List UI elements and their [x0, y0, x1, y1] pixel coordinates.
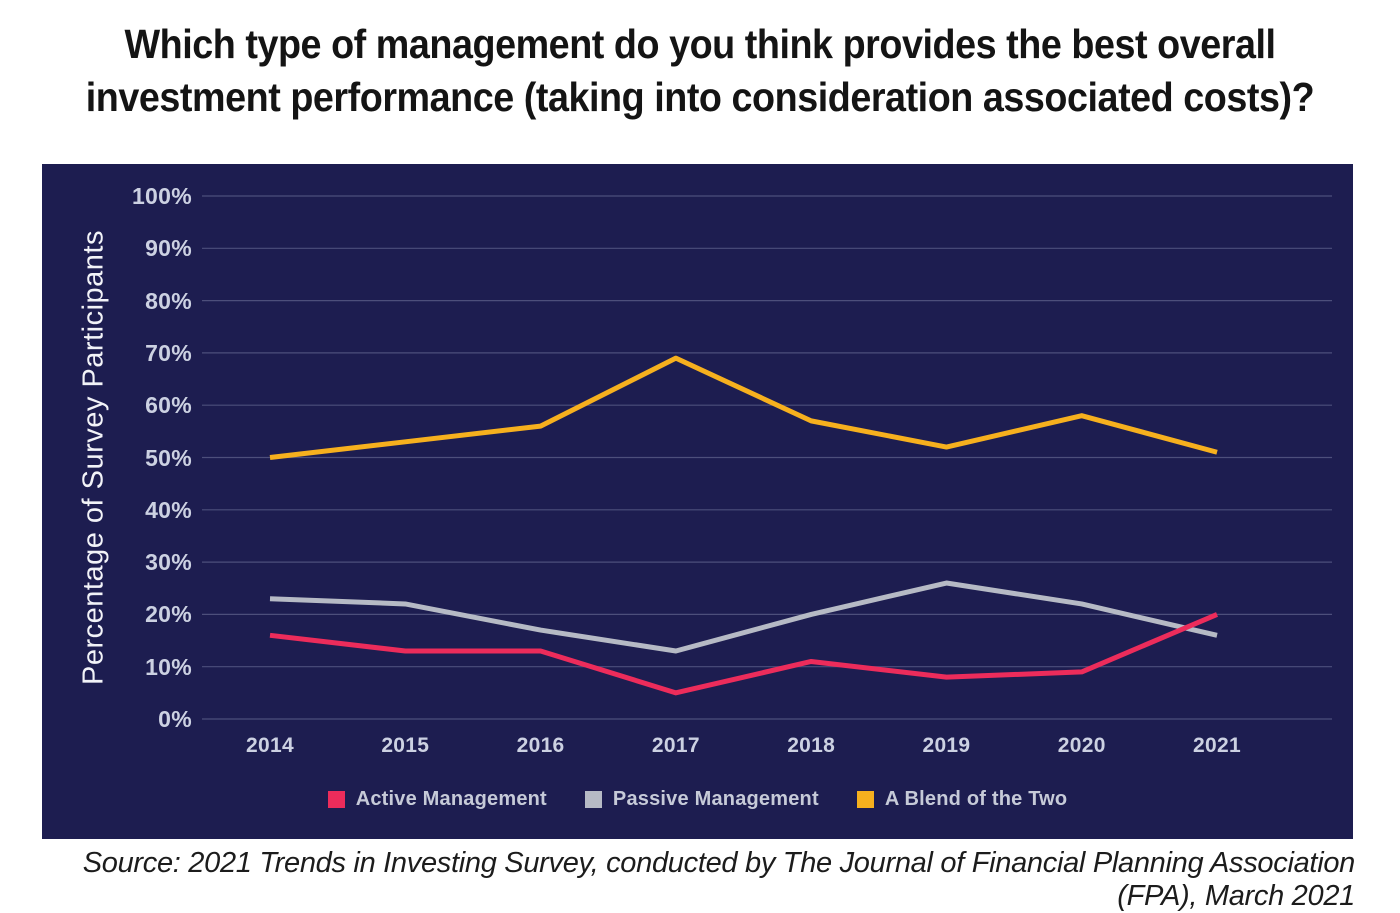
- legend-item-a-blend-of-the-two: A Blend of the Two: [856, 788, 1068, 811]
- series-line-a-blend-of-the-two: [269, 355, 1218, 460]
- legend-label: Passive Management: [612, 788, 819, 810]
- chart-svg: [202, 195, 1332, 720]
- series-line-passive-management: [269, 580, 1218, 654]
- series-line-active-management: [269, 612, 1219, 696]
- legend-swatch-icon: [327, 791, 345, 808]
- chart-legend: Active Management Passive Management A Ble…: [42, 788, 1353, 811]
- y-tick-label: 30%: [145, 549, 192, 576]
- y-tick-label: 0%: [158, 706, 192, 732]
- x-tick-label: 2019: [922, 734, 971, 757]
- y-tick-label: 10%: [145, 653, 192, 680]
- y-tick-label: 40%: [145, 496, 192, 523]
- chart-panel: Percentage of Survey Participants 0% 10% 2…: [42, 164, 1353, 839]
- y-tick-label: 50%: [145, 444, 192, 471]
- y-tick-label: 70%: [145, 339, 192, 366]
- chart-title: Which type of management do you think pr…: [0, 18, 1400, 124]
- x-tick-label: 2017: [651, 734, 700, 757]
- x-tick-label: 2020: [1057, 734, 1106, 757]
- legend-label: A Blend of the Two: [884, 788, 1068, 810]
- legend-item-active-management: Active Management: [327, 788, 547, 811]
- y-tick-label: 80%: [145, 287, 192, 314]
- y-tick-label: 20%: [145, 601, 192, 628]
- x-tick-label: 2018: [787, 734, 836, 757]
- y-tick-label: 100%: [131, 183, 192, 209]
- x-tick-label: 2021: [1193, 734, 1241, 757]
- legend-swatch-icon: [856, 791, 874, 808]
- y-tick-label: 90%: [145, 235, 192, 262]
- chart-title-line-2: investment performance (taking into cons…: [85, 74, 1315, 120]
- legend-item-passive-management: Passive Management: [584, 788, 819, 811]
- y-tick-label: 60%: [145, 392, 192, 419]
- source-note: Source: 2021 Trends in Investing Survey,…: [82, 847, 1356, 912]
- chart-title-line-1: Which type of management do you think pr…: [124, 21, 1276, 67]
- x-tick-label: 2015: [381, 734, 430, 757]
- legend-swatch-icon: [584, 791, 602, 808]
- x-tick-label: 2016: [516, 734, 565, 757]
- x-tick-label: 2014: [246, 734, 294, 757]
- legend-label: Active Management: [355, 788, 547, 810]
